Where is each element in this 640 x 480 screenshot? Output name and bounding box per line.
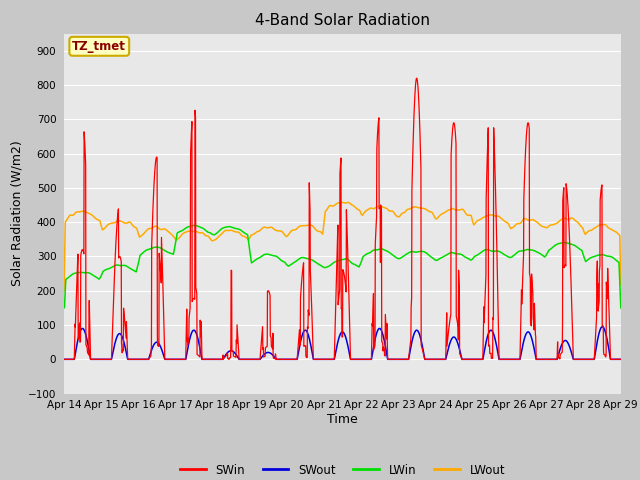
Legend: SWin, SWout, LWin, LWout: SWin, SWout, LWin, LWout: [175, 459, 510, 480]
Title: 4-Band Solar Radiation: 4-Band Solar Radiation: [255, 13, 430, 28]
X-axis label: Time: Time: [327, 413, 358, 426]
Y-axis label: Solar Radiation (W/m2): Solar Radiation (W/m2): [11, 141, 24, 287]
Text: TZ_tmet: TZ_tmet: [72, 40, 126, 53]
